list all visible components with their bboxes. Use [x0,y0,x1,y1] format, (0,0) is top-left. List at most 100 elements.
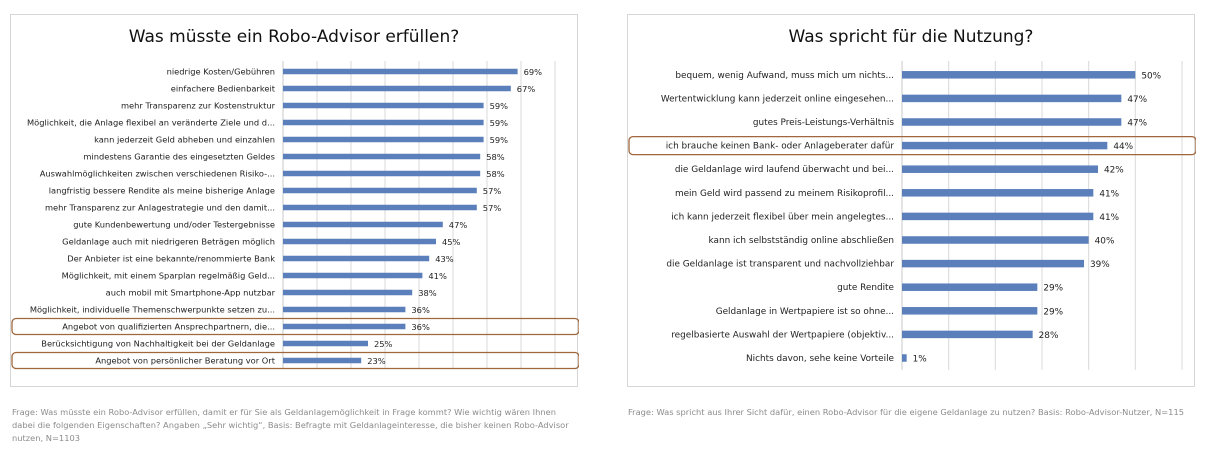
bar [902,283,1038,291]
data-label: 39% [1090,260,1110,270]
bar [902,330,1033,339]
bar [902,307,1038,315]
category-label: bequem, wenig Aufwand, muss mich um nich… [675,71,894,81]
bar-chart-right: bequem, wenig Aufwand, muss mich um nich… [628,61,1196,370]
data-label: 57% [483,186,502,196]
bar [902,165,1098,173]
data-label: 28% [1039,331,1059,341]
bar [902,212,1094,221]
data-label: 44% [1113,142,1133,152]
data-label: 42% [1104,166,1124,176]
data-label: 29% [1043,284,1063,294]
bar [902,141,1108,150]
category-label: die Geldanlage ist transparent und nachv… [666,260,894,270]
data-label: 47% [1127,95,1147,105]
data-label: 36% [411,322,430,332]
category-label: Nichts davon, sehe keine Vorteile [746,354,894,364]
bar [902,94,1122,103]
bar [283,238,436,245]
bar [902,236,1089,244]
category-label: Auswahlmöglichkeiten zwischen verschiede… [40,169,275,179]
bar [283,255,430,262]
bar [283,289,413,296]
category-label: gute Rendite [837,283,894,293]
data-label: 29% [1043,307,1063,317]
highlight-frame [11,317,579,336]
category-label: Möglichkeit, die Anlage flexibel an verä… [27,118,275,128]
bar [283,102,484,109]
data-label: 59% [490,101,509,111]
category-label: Angebot von persönlicher Beratung vor Or… [95,356,275,366]
data-label: 47% [449,220,468,230]
data-label: 41% [1099,189,1119,199]
category-label: Möglichkeit, individuelle Themenschwerpu… [30,305,275,315]
bar [283,357,362,364]
bar [283,170,481,177]
bar [283,119,484,126]
category-label: Der Anbieter ist eine bekannte/renommier… [67,254,275,264]
bar [902,71,1136,79]
data-label: 43% [435,254,454,264]
category-label: einfachere Bedienbarkeit [171,84,276,94]
data-label: 41% [1099,213,1119,223]
chart-panel-right: Was spricht für die Nutzung? bequem, wen… [627,14,1196,387]
category-label: auch mobil mit Smartphone-App nutzbar [106,288,276,298]
category-label: langfristig bessere Rendite als meine bi… [49,186,275,196]
data-label: 67% [517,84,536,94]
data-label: 23% [367,356,386,366]
data-label: 36% [411,305,430,315]
bar [902,259,1084,268]
bar-chart-left: niedrige Kosten/Gebühren 69% einfachere Be… [11,61,579,370]
data-label: 41% [428,271,447,281]
data-label: 47% [1127,119,1147,129]
data-label: 1% [913,355,927,365]
category-label: Wertentwicklung kann jederzeit online ei… [661,94,894,104]
bar [283,187,477,194]
question-caption-right: Frage: Was spricht aus Ihrer Sicht dafür… [628,407,1185,417]
bar [283,340,368,347]
data-label: 58% [486,169,505,179]
bar [283,68,518,75]
category-label: regelbasierte Auswahl der Wertpapiere (o… [671,330,894,340]
category-label: mehr Transparenz zur Kostenstruktur [121,101,276,111]
data-label: 50% [1141,71,1161,81]
bar [283,136,484,143]
category-label: mindestens Garantie des eingesetzten Gel… [83,152,275,162]
category-label: ich brauche keinen Bank- oder Anlagebera… [666,142,895,152]
bar [283,323,406,330]
category-label: gutes Preis-Leistungs-Verhältnis [753,118,894,128]
category-label: kann jederzeit Geld abheben und einzahle… [94,135,275,145]
chart-panel-left: Was müsste ein Robo-Advisor erfüllen? ni… [10,14,579,387]
data-label: 57% [483,203,502,213]
highlight-frame [11,351,579,370]
bar [283,306,406,313]
category-label: Geldanlage in Wertpapiere ist so ohne... [716,307,894,317]
category-label: kann ich selbstständig online abschließe… [709,236,894,246]
bar [902,189,1094,197]
data-label: 59% [490,118,509,128]
chart-title: Was müsste ein Robo-Advisor erfüllen? [128,27,460,47]
category-label: die Geldanlage wird laufend überwacht un… [675,165,894,175]
category-label: ich kann jederzeit flexibel über mein an… [671,212,894,222]
category-label: Geldanlage auch mit niedrigeren Beträgen… [62,237,275,247]
bar [283,153,481,160]
data-label: 58% [486,152,505,162]
category-label: gute Kundenbewertung und/oder Testergebn… [73,220,275,230]
bar [902,354,907,362]
data-label: 59% [490,135,509,145]
data-label: 45% [442,237,461,247]
highlight-frame [628,135,1196,156]
data-label: 38% [418,288,437,298]
category-label: Möglichkeit, mit einem Sparplan regelmäß… [62,271,275,281]
category-label: mein Geld wird passend zu meinem Risikop… [675,189,894,199]
chart-title: Was spricht für die Nutzung? [788,27,1034,47]
bar [902,118,1122,126]
category-label: mehr Transparenz zur Anlagestrategie und… [45,203,275,213]
bar [283,221,443,228]
category-label: Berücksichtigung von Nachhaltigkeit bei … [41,339,275,349]
data-label: 40% [1095,237,1115,247]
bar [283,204,477,211]
bar [283,85,511,92]
bar [283,272,423,279]
category-label: niedrige Kosten/Gebühren [167,67,275,77]
